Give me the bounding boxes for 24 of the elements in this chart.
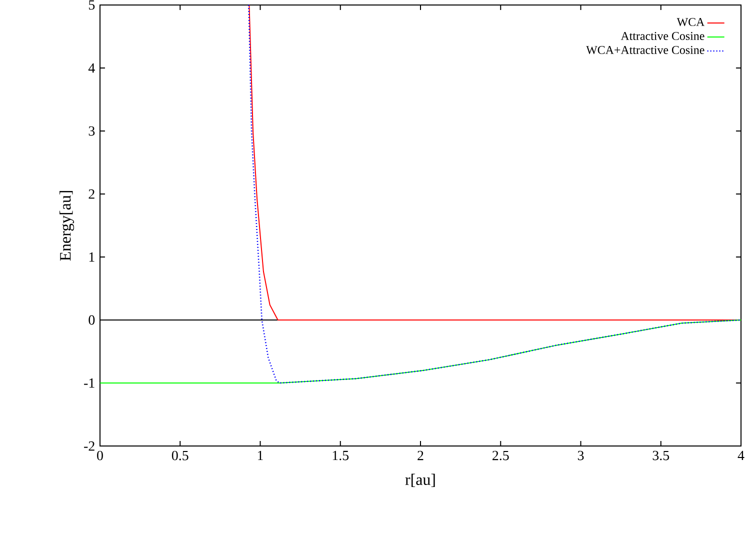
x-tick-label: 2: [418, 450, 424, 460]
legend-label: WCA+Attractive Cosine: [586, 46, 704, 54]
y-tick-label: 2: [88, 189, 94, 199]
x-axis-title: r[au]: [405, 474, 435, 487]
x-tick-label: 1: [258, 450, 263, 460]
y-tick-label: -1: [84, 378, 94, 388]
y-tick-label: 4: [88, 63, 95, 73]
legend-label: Attractive Cosine: [620, 32, 704, 40]
x-tick-label: 0.5: [172, 450, 188, 460]
x-tick-label: 0: [97, 450, 103, 460]
y-axis-title: Energy[au]: [60, 190, 74, 261]
y-tick-label: 0: [88, 315, 95, 325]
x-tick-label: 1.5: [332, 450, 349, 460]
legend-label: WCA: [676, 18, 705, 26]
x-tick-label: 4: [738, 450, 744, 460]
y-tick-label: 3: [88, 126, 95, 136]
y-tick-label: -2: [84, 441, 94, 451]
line-series: [248, 5, 742, 384]
x-tick-label: 3: [578, 450, 584, 460]
x-tick-label: 3.5: [652, 450, 670, 460]
y-tick-label: 1: [89, 252, 94, 262]
y-tick-label: 5: [88, 0, 95, 10]
line-series: [100, 320, 742, 384]
x-tick-label: 2.5: [492, 450, 509, 460]
